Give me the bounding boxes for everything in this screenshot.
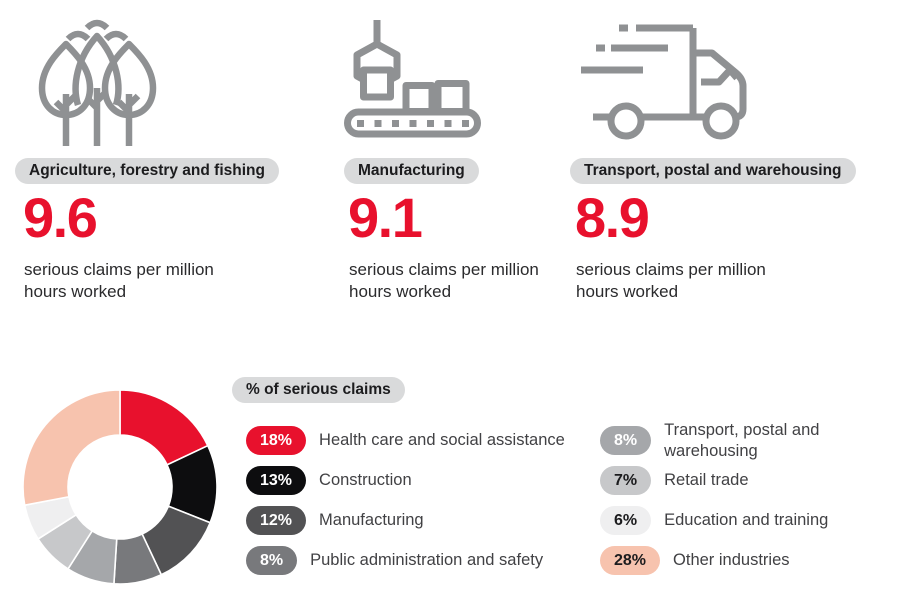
legend-label: Transport, postal and warehousing bbox=[664, 420, 820, 460]
legend-pct-badge: 8% bbox=[600, 426, 652, 455]
legend-label: Education and training bbox=[664, 511, 829, 530]
legend-label: Other industries bbox=[673, 551, 790, 570]
chart-title-pill: % of serious claims bbox=[232, 377, 405, 403]
legend-pct-badge: 7% bbox=[600, 466, 652, 495]
industry-card-agriculture: Agriculture, forestry and fishing 9.6 se… bbox=[15, 0, 315, 310]
claims-rate-unit: serious claims per million hours worked bbox=[349, 260, 539, 302]
truck-icon bbox=[581, 24, 747, 140]
industry-card-transport: Transport, postal and warehousing 8.9 se… bbox=[570, 0, 870, 310]
legend-label: Public administration and safety bbox=[310, 551, 544, 570]
legend-label: Construction bbox=[319, 471, 412, 490]
claims-rate-value: 9.1 bbox=[348, 186, 423, 249]
legend-row: 18% Health care and social assistance bbox=[246, 426, 565, 455]
legend-row: 12% Manufacturing bbox=[246, 506, 424, 535]
legend-label: Retail trade bbox=[664, 471, 749, 490]
legend-row: 7% Retail trade bbox=[600, 466, 749, 495]
legend-pct-badge: 28% bbox=[600, 546, 661, 575]
legend-row: 8% Public administration and safety bbox=[246, 546, 543, 575]
legend-row: 28% Other industries bbox=[600, 546, 790, 575]
conveyor-icon bbox=[344, 20, 481, 138]
legend-label: Health care and social assistance bbox=[319, 431, 565, 450]
claims-rate-unit: serious claims per million hours worked bbox=[576, 260, 766, 302]
legend-pct-badge: 6% bbox=[600, 506, 652, 535]
industry-pill: Manufacturing bbox=[344, 158, 479, 184]
legend-row: 6% Education and training bbox=[600, 506, 828, 535]
legend-row: 8% Transport, postal and warehousing bbox=[600, 421, 854, 460]
legend-pct-badge: 13% bbox=[246, 466, 307, 495]
donut-slice bbox=[22, 389, 121, 507]
industry-pill: Transport, postal and warehousing bbox=[570, 158, 856, 184]
claims-rate-unit: serious claims per million hours worked bbox=[24, 260, 214, 302]
legend-label: Manufacturing bbox=[319, 511, 424, 530]
trees-icon bbox=[38, 19, 157, 146]
legend-pct-badge: 18% bbox=[246, 426, 307, 455]
legend-pct-badge: 12% bbox=[246, 506, 307, 535]
industry-card-manufacturing: Manufacturing 9.1 serious claims per mil… bbox=[344, 0, 564, 310]
industry-pill: Agriculture, forestry and fishing bbox=[15, 158, 279, 184]
donut-chart bbox=[22, 389, 218, 585]
claims-rate-value: 8.9 bbox=[575, 186, 650, 249]
legend-pct-badge: 8% bbox=[246, 546, 298, 575]
legend-row: 13% Construction bbox=[246, 466, 412, 495]
claims-rate-value: 9.6 bbox=[23, 186, 98, 249]
